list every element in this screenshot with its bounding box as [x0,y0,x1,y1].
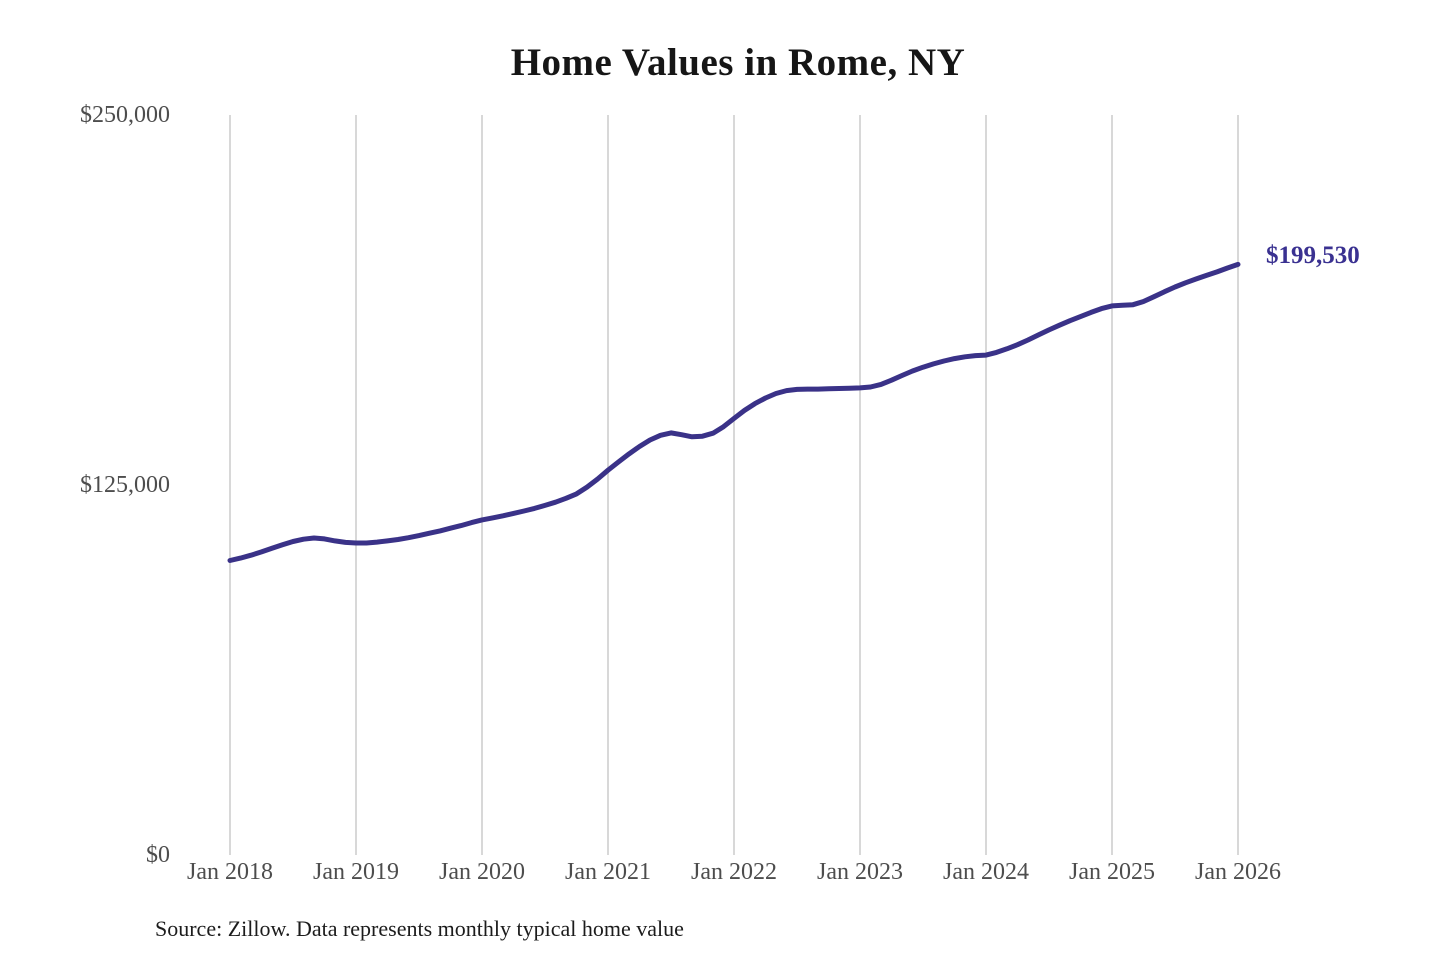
x-tick-label: Jan 2020 [439,859,525,885]
x-tick-label: Jan 2021 [565,859,651,885]
x-tick-label: Jan 2024 [943,859,1029,885]
source-note: Source: Zillow. Data represents monthly … [155,916,684,941]
y-axis-label-0: $0 [146,842,170,868]
vertical-gridlines [229,115,1239,855]
x-tick-label: Jan 2018 [187,859,273,885]
y-axis-label-125000: $125,000 [80,472,170,498]
x-tick-label: Jan 2022 [691,859,777,885]
y-axis-label-250000: $250,000 [80,102,170,128]
x-tick-label: Jan 2019 [313,859,399,885]
x-tick-label: Jan 2026 [1195,859,1281,885]
chart-title: Home Values in Rome, NY [510,41,966,84]
latest-value-annotation: $199,530 [1266,242,1360,269]
x-tick-label: Jan 2023 [817,859,903,885]
x-tick-label: Jan 2025 [1069,859,1155,885]
home-value-line-series [227,261,1241,563]
